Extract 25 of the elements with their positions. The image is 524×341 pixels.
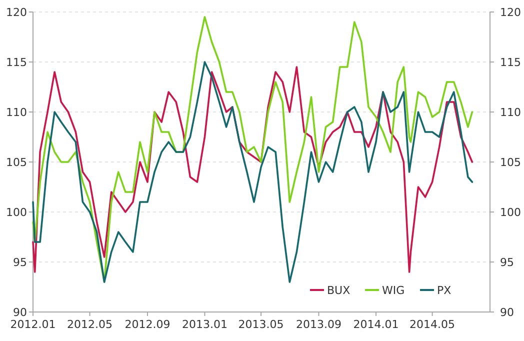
y-tick-label: 120	[6, 6, 27, 19]
y2-tick-label: 95	[500, 256, 514, 269]
y-tick-label: 110	[6, 106, 27, 119]
x-tick-label: 2013.01	[182, 318, 228, 331]
y-tick-label: 115	[6, 56, 27, 69]
y2-tick-label: 120	[500, 6, 521, 19]
legend-label: BUX	[327, 284, 351, 297]
x-tick-label: 2013.09	[296, 318, 342, 331]
x-tick-label: 2012.05	[67, 318, 113, 331]
y2-tick-label: 105	[500, 156, 521, 169]
y2-tick-label: 100	[500, 206, 521, 219]
x-tick-label: 2014.01	[353, 318, 399, 331]
y-tick-label: 100	[6, 206, 27, 219]
x-tick-label: 2012.09	[124, 318, 170, 331]
y-tick-label: 90	[13, 306, 27, 319]
x-tick-label: 2012.01	[10, 318, 56, 331]
legend-label: PX	[437, 284, 452, 297]
x-tick-label: 2013.05	[238, 318, 284, 331]
y-tick-label: 95	[13, 256, 27, 269]
y2-tick-label: 90	[500, 306, 514, 319]
x-tick-label: 2014.05	[410, 318, 456, 331]
legend-label: WIG	[382, 284, 405, 297]
y-tick-label: 105	[6, 156, 27, 169]
y2-tick-label: 110	[500, 106, 521, 119]
y2-tick-label: 115	[500, 56, 521, 69]
